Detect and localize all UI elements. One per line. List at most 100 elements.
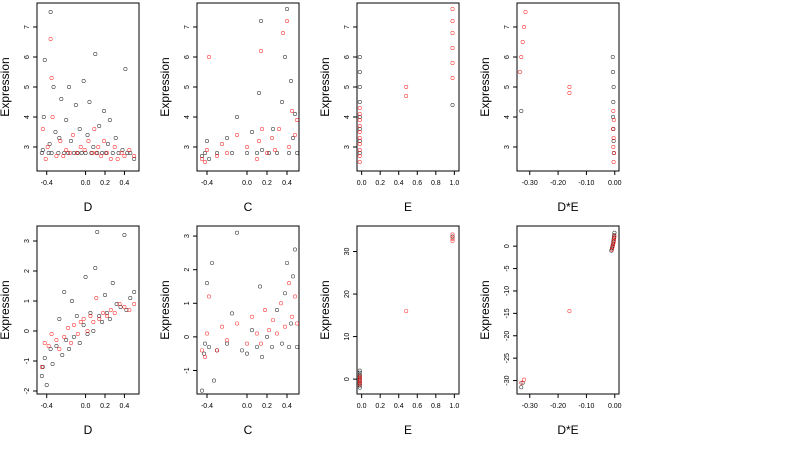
scatter-panel-r1c4: -0.30 -0.20 -0.10 0.00 3 4 5 6 7 D*E Expression: [478, 2, 622, 214]
plot-frame: [196, 225, 300, 395]
x-tick-label: 0.0: [242, 180, 252, 187]
data-point: [127, 148, 132, 153]
data-point: [200, 348, 205, 353]
point-series: [519, 234, 617, 385]
x-tick-label: -0.4: [201, 180, 213, 187]
data-point: [122, 154, 127, 159]
data-point: [270, 127, 275, 132]
data-point: [612, 236, 617, 241]
data-point: [294, 321, 299, 326]
data-point: [284, 260, 289, 265]
x-axis-title: D: [84, 423, 93, 437]
y-tick-label: 4: [184, 115, 191, 119]
data-point: [279, 100, 284, 105]
data-point: [85, 133, 90, 138]
data-point: [272, 148, 277, 153]
data-point: [292, 112, 297, 117]
data-point: [97, 313, 102, 318]
data-point: [97, 124, 102, 129]
data-point: [68, 151, 73, 156]
x-tick-label: -0.4: [41, 180, 53, 187]
x-tick-label: 1.0: [449, 403, 459, 410]
data-point: [46, 343, 51, 348]
data-point: [258, 341, 263, 346]
x-tick-label: -0.10: [578, 180, 594, 187]
data-point: [357, 370, 362, 375]
data-point: [289, 109, 294, 114]
data-point: [102, 109, 107, 114]
data-point: [107, 316, 112, 321]
data-point: [357, 383, 362, 388]
data-point: [611, 240, 616, 245]
scatter-panel-r1c1: -0.4 0.0 0.2 0.4 3 4 5 6 7 D Expression: [0, 2, 140, 214]
y-tick-label: 2: [24, 269, 31, 273]
data-point: [611, 70, 616, 75]
data-point: [54, 337, 59, 342]
data-point: [203, 355, 208, 360]
data-point: [94, 151, 99, 156]
x-tick-label: 0.00: [608, 403, 622, 410]
data-point: [519, 380, 524, 385]
data-point: [203, 151, 208, 156]
plot-frame: [36, 2, 140, 172]
data-point: [124, 307, 129, 312]
data-point: [67, 85, 72, 90]
data-point: [235, 230, 240, 235]
data-point: [269, 344, 274, 349]
point-series: [40, 36, 137, 162]
x-tick-label: 0.8: [431, 180, 441, 187]
data-point: [357, 127, 362, 132]
data-point: [42, 340, 47, 345]
x-tick-label: 0.6: [412, 180, 422, 187]
data-point: [274, 331, 279, 336]
data-point: [64, 118, 69, 123]
data-point: [225, 338, 230, 343]
data-point: [64, 148, 69, 153]
data-point: [123, 67, 128, 72]
data-point: [46, 151, 51, 156]
data-point: [71, 322, 76, 327]
y-tick-label: 5: [184, 85, 191, 89]
y-tick-label: 7: [504, 25, 511, 29]
x-tick-label: 0.6: [412, 403, 422, 410]
x-tick-label: 0.4: [120, 180, 130, 187]
x-tick-label: 0.8: [431, 403, 441, 410]
data-point: [200, 154, 205, 159]
data-point: [92, 127, 97, 132]
x-tick-label: -0.4: [41, 403, 53, 410]
data-point: [50, 115, 55, 120]
data-point: [212, 378, 217, 383]
y-tick-label: -1: [184, 367, 191, 373]
data-point: [292, 294, 297, 299]
data-point: [357, 160, 362, 165]
data-point: [519, 109, 524, 114]
data-point: [256, 139, 261, 144]
data-point: [119, 151, 124, 156]
data-point: [611, 100, 616, 105]
data-point: [48, 10, 53, 15]
data-point: [85, 328, 90, 333]
x-tick-label: 0.0: [81, 180, 91, 187]
data-point: [122, 233, 127, 238]
data-point: [611, 238, 616, 243]
scatter-panel-r1c3: 0.0 0.2 0.4 0.6 0.8 1.0 3 4 5 6 7 E Expression: [318, 2, 460, 214]
data-point: [40, 127, 45, 132]
y-axis-title: Expression: [0, 57, 12, 116]
data-point: [203, 341, 208, 346]
data-point: [357, 100, 362, 105]
data-point: [357, 154, 362, 159]
data-point: [290, 136, 295, 141]
x-tick-label: 0.4: [282, 180, 292, 187]
data-point: [523, 10, 528, 15]
x-tick-label: -0.4: [201, 403, 213, 410]
data-point: [522, 377, 527, 382]
data-point: [215, 151, 220, 156]
point-series: [517, 10, 616, 165]
x-tick-label: 0.2: [375, 403, 385, 410]
data-point: [404, 85, 409, 90]
x-tick-label: 0.0: [357, 180, 367, 187]
data-point: [57, 346, 62, 351]
data-point: [357, 382, 362, 387]
y-tick-label: 3: [24, 239, 31, 243]
